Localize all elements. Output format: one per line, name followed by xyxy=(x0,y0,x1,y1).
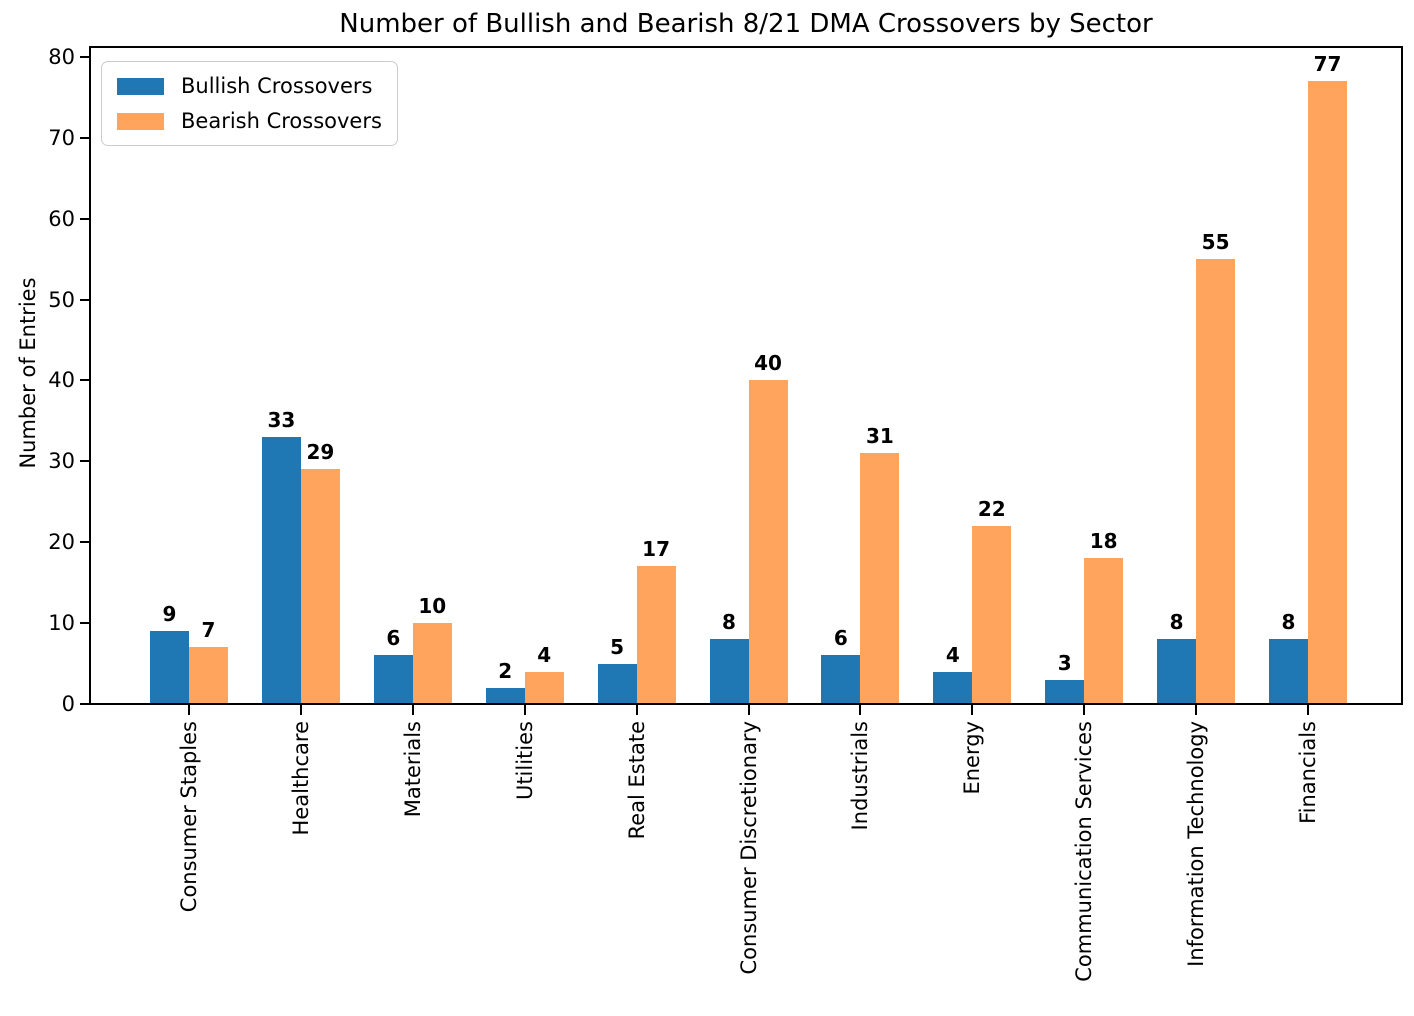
y-tick-label: 40 xyxy=(48,368,75,393)
bar-bearish xyxy=(748,380,788,704)
bar-bearish xyxy=(636,566,676,704)
bar-value-label: 6 xyxy=(386,626,401,651)
bar-value-label: 18 xyxy=(1089,529,1118,554)
x-tick-label: Communication Services xyxy=(1072,721,1097,982)
bar-bearish xyxy=(300,469,340,704)
y-tick-label: 20 xyxy=(48,530,75,555)
y-tick xyxy=(80,55,89,58)
bar-value-label: 77 xyxy=(1313,52,1342,77)
bar-value-label: 31 xyxy=(865,424,894,449)
bar-bullish xyxy=(709,639,749,704)
bar-bullish xyxy=(261,437,301,704)
bar-bearish xyxy=(972,526,1012,704)
bar-bullish xyxy=(821,655,861,704)
y-tick xyxy=(80,379,89,382)
bar-value-label: 8 xyxy=(1281,610,1296,635)
bar-bullish xyxy=(373,655,413,704)
legend-item-bearish: Bearish Crossovers xyxy=(117,108,382,134)
bar-value-label: 55 xyxy=(1201,230,1230,255)
bar-value-label: 3 xyxy=(1057,650,1072,675)
bar-value-label: 4 xyxy=(945,642,960,667)
x-tick-label: Materials xyxy=(400,721,425,818)
x-tick xyxy=(299,705,302,715)
x-tick xyxy=(859,705,862,715)
y-tick-label: 70 xyxy=(48,125,75,150)
x-tick xyxy=(635,705,638,715)
bar-value-label: 4 xyxy=(537,642,552,667)
x-tick xyxy=(747,705,750,715)
x-tick xyxy=(523,705,526,715)
x-tick xyxy=(411,705,414,715)
y-tick xyxy=(80,703,89,705)
y-tick-label: 80 xyxy=(48,44,75,69)
y-tick-label: 30 xyxy=(48,449,75,474)
legend-label-bearish: Bearish Crossovers xyxy=(181,109,382,133)
bar-bullish xyxy=(933,671,973,704)
bar-bullish xyxy=(150,631,189,704)
x-tick xyxy=(1083,705,1086,715)
x-tick-label: Consumer Staples xyxy=(177,721,201,913)
bar-value-label: 33 xyxy=(267,408,296,433)
x-tick-label: Energy xyxy=(960,721,985,795)
y-tick-label: 0 xyxy=(61,692,75,716)
legend-swatch-bearish xyxy=(117,112,164,130)
bar-bullish xyxy=(1269,639,1308,704)
x-tick-label: Utilities xyxy=(512,721,537,801)
legend-item-bullish: Bullish Crossovers xyxy=(117,73,382,99)
y-tick-label: 60 xyxy=(48,206,75,231)
bar-value-label: 8 xyxy=(722,610,736,635)
x-tick xyxy=(1307,705,1309,715)
chart-title: Number of Bullish and Bearish 8/21 DMA C… xyxy=(339,9,1153,39)
y-tick xyxy=(80,298,89,301)
bar-bearish xyxy=(1196,259,1236,704)
x-tick-label: Healthcare xyxy=(288,721,313,836)
bar-value-label: 9 xyxy=(162,602,177,627)
bar-bullish xyxy=(485,687,525,704)
bar-value-label: 22 xyxy=(977,497,1006,522)
bar-bullish xyxy=(1045,679,1085,704)
x-tick-label: Financials xyxy=(1296,721,1320,824)
y-tick xyxy=(80,622,89,625)
x-tick xyxy=(971,705,974,715)
y-tick-label: 50 xyxy=(48,287,75,312)
bar-value-label: 6 xyxy=(833,626,848,651)
bar-bearish xyxy=(1084,558,1124,704)
bar-bearish xyxy=(189,647,228,704)
bar-value-label: 7 xyxy=(201,618,216,643)
bar-bearish xyxy=(524,671,564,704)
x-tick-label: Real Estate xyxy=(624,721,649,840)
bar-bearish xyxy=(412,623,452,704)
x-tick-label: Information Technology xyxy=(1184,721,1209,967)
x-tick xyxy=(188,705,190,715)
legend: Bullish Crossovers Bearish Crossovers xyxy=(101,61,398,146)
x-tick-label: Industrials xyxy=(848,721,873,831)
bar-bullish xyxy=(597,663,637,704)
bar-value-label: 2 xyxy=(498,658,513,683)
bar-bearish xyxy=(1308,81,1347,704)
legend-swatch-bullish xyxy=(117,77,164,95)
legend-label-bullish: Bullish Crossovers xyxy=(181,74,373,98)
y-tick xyxy=(80,217,89,220)
x-tick-label: Consumer Discretionary xyxy=(736,721,761,975)
bar-value-label: 40 xyxy=(754,351,782,376)
bar-value-label: 17 xyxy=(642,537,671,562)
bar-value-label: 29 xyxy=(306,440,335,465)
y-tick xyxy=(80,460,89,463)
y-tick xyxy=(80,136,89,139)
bar-value-label: 8 xyxy=(1169,610,1184,635)
x-tick xyxy=(1195,705,1198,715)
y-tick-label: 10 xyxy=(48,611,75,636)
bar-bearish xyxy=(860,453,900,704)
bar-value-label: 5 xyxy=(610,634,625,659)
bar-bullish xyxy=(1157,639,1197,704)
bar-value-label: 10 xyxy=(418,594,447,619)
y-tick xyxy=(80,541,89,544)
